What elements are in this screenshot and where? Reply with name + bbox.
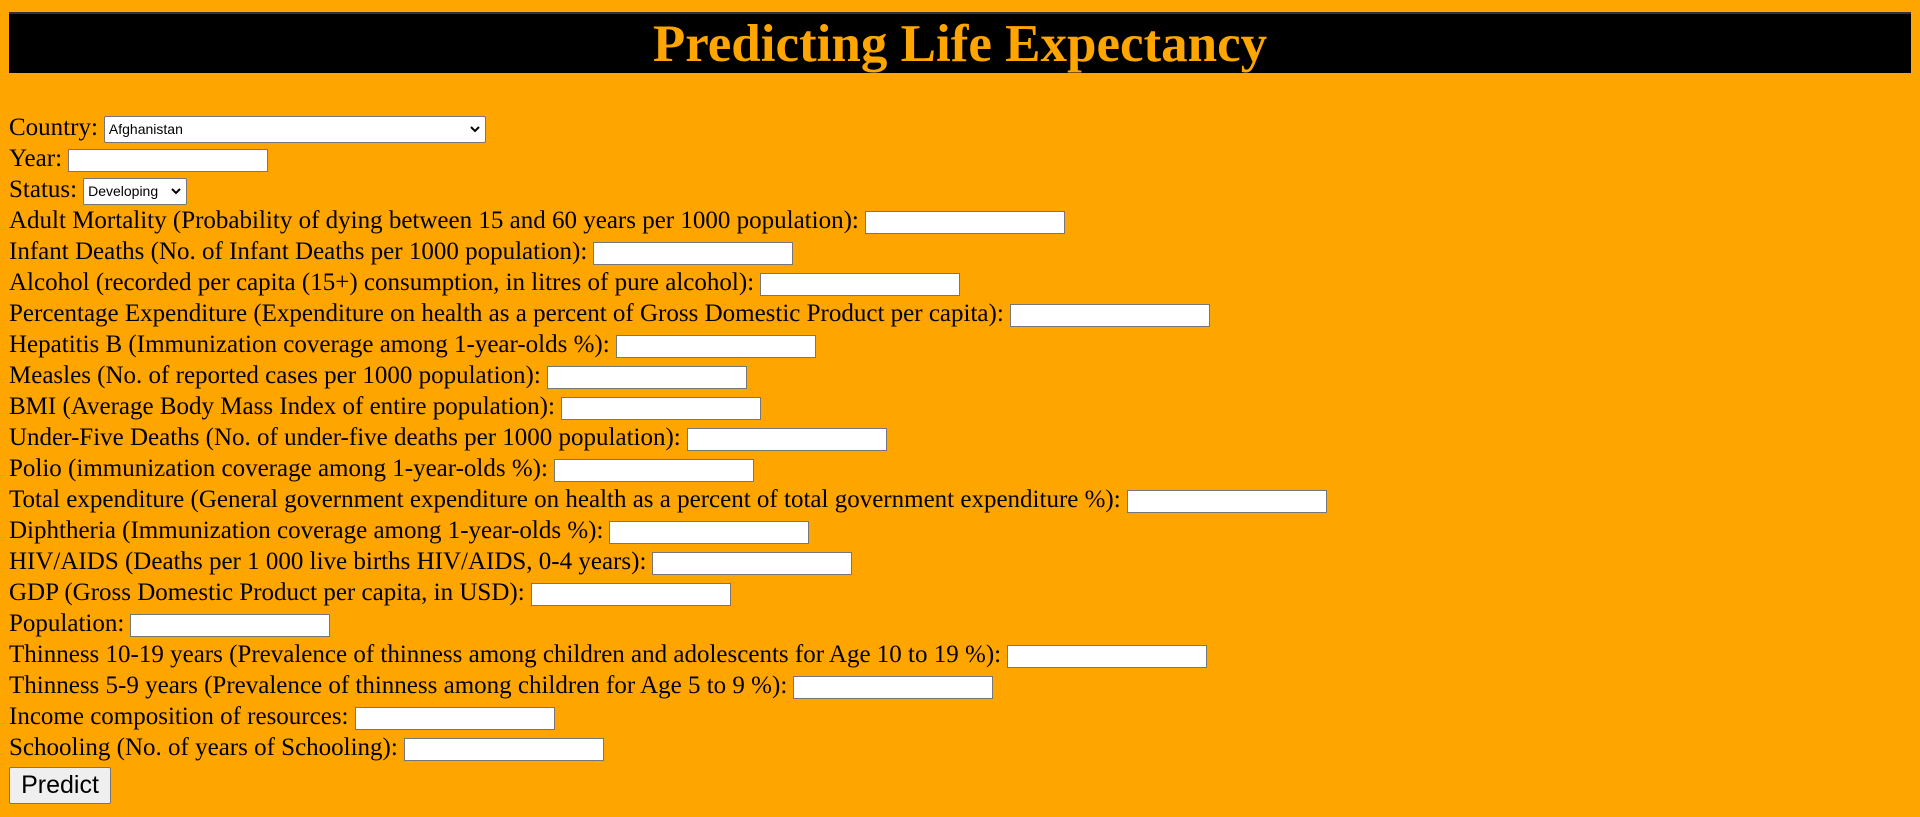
under-five-deaths-input[interactable] xyxy=(686,427,887,451)
top-strip xyxy=(0,0,1920,4)
form-row-thinness-10-19: Thinness 10-19 years (Prevalence of thin… xyxy=(9,639,1909,670)
thinness-5-9-label: Thinness 5-9 years (Prevalence of thinne… xyxy=(9,671,781,699)
year-label-colon: : xyxy=(55,144,63,172)
label-colon: : xyxy=(540,454,548,482)
adult-mortality-input[interactable] xyxy=(864,210,1065,234)
predict-button[interactable]: Predict xyxy=(9,767,111,804)
population-input[interactable] xyxy=(130,613,331,637)
measles-input[interactable] xyxy=(546,365,747,389)
form-row-diphtheria: Diphtheria (Immunization coverage among … xyxy=(9,515,1909,546)
page-title: Predicting Life Expectancy xyxy=(652,15,1268,73)
label-colon: : xyxy=(851,206,859,234)
form-row-polio: Polio (immunization coverage among 1-yea… xyxy=(9,453,1909,484)
form-row-schooling: Schooling (No. of years of Schooling): xyxy=(9,732,1909,763)
income-composition-label: Income composition of resources xyxy=(9,702,342,730)
label-colon: : xyxy=(747,268,755,296)
year-input[interactable] xyxy=(68,148,269,172)
infant-deaths-input[interactable] xyxy=(593,241,794,265)
alcohol-input[interactable] xyxy=(760,272,961,296)
diphtheria-label: Diphtheria (Immunization coverage among … xyxy=(9,516,597,544)
polio-input[interactable] xyxy=(553,458,754,482)
form-row-measles: Measles (No. of reported cases per 1000 … xyxy=(9,360,1909,391)
form-row-hepatitis-b: Hepatitis B (Immunization coverage among… xyxy=(9,329,1909,360)
status-select-value: Developing xyxy=(88,183,159,199)
income-composition-input[interactable] xyxy=(354,706,555,730)
status-label-colon: : xyxy=(70,175,78,203)
form-row-gdp: GDP (Gross Domestic Product per capita, … xyxy=(9,577,1909,608)
country-select-value: Afghanistan xyxy=(108,121,183,137)
form-row-income-composition: Income composition of resources: xyxy=(9,701,1909,732)
chevron-down-icon xyxy=(171,188,181,195)
diphtheria-input[interactable] xyxy=(609,520,810,544)
form-row-adult-mortality: Adult Mortality (Probability of dying be… xyxy=(9,205,1909,236)
schooling-label: Schooling (No. of years of Schooling) xyxy=(9,733,391,761)
label-colon: : xyxy=(533,361,541,389)
country-label: Country xyxy=(9,113,91,141)
form-row-population: Population: xyxy=(9,608,1909,639)
bmi-input[interactable] xyxy=(560,396,761,420)
hiv-aids-label: HIV/AIDS (Deaths per 1 000 live births H… xyxy=(9,547,640,575)
infant-deaths-label: Infant Deaths (No. of Infant Deaths per … xyxy=(9,237,581,265)
thinness-10-19-input[interactable] xyxy=(1007,644,1208,668)
status-label: Status xyxy=(9,175,71,203)
prediction-form: Country: Afghanistan Year: Status: Devel… xyxy=(9,112,1909,804)
label-colon: : xyxy=(596,516,604,544)
label-colon: : xyxy=(1113,485,1121,513)
form-row-infant-deaths: Infant Deaths (No. of Infant Deaths per … xyxy=(9,236,1909,267)
thinness-5-9-input[interactable] xyxy=(793,675,994,699)
form-row-thinness-5-9: Thinness 5-9 years (Prevalence of thinne… xyxy=(9,670,1909,701)
label-colon: : xyxy=(390,733,398,761)
schooling-input[interactable] xyxy=(403,737,604,761)
form-row-alcohol: Alcohol (recorded per capita (15+) consu… xyxy=(9,267,1909,298)
form-row-status: Status: Developing xyxy=(9,174,1909,205)
polio-label: Polio (immunization coverage among 1-yea… xyxy=(9,454,541,482)
status-select[interactable]: Developing xyxy=(83,177,188,205)
hiv-aids-input[interactable] xyxy=(652,551,853,575)
percentage-expenditure-label: Percentage Expenditure (Expenditure on h… xyxy=(9,299,997,327)
label-colon: : xyxy=(996,299,1004,327)
label-colon: : xyxy=(341,702,349,730)
label-colon: : xyxy=(580,237,588,265)
form-row-country: Country: Afghanistan xyxy=(9,112,1909,143)
label-colon: : xyxy=(780,671,788,699)
under-five-deaths-label: Under-Five Deaths (No. of under-five dea… xyxy=(9,423,674,451)
form-row-bmi: BMI (Average Body Mass Index of entire p… xyxy=(9,391,1909,422)
country-select[interactable]: Afghanistan xyxy=(103,115,486,143)
form-row-percentage-expenditure: Percentage Expenditure (Expenditure on h… xyxy=(9,298,1909,329)
hepatitis-b-input[interactable] xyxy=(615,334,816,358)
form-row-hiv-aids: HIV/AIDS (Deaths per 1 000 live births H… xyxy=(9,546,1909,577)
adult-mortality-label: Adult Mortality (Probability of dying be… xyxy=(9,206,852,234)
label-colon: : xyxy=(548,392,555,420)
gdp-input[interactable] xyxy=(530,582,731,606)
population-label: Population xyxy=(9,609,118,637)
label-colon: : xyxy=(994,640,1002,668)
gdp-label: GDP (Gross Domestic Product per capita, … xyxy=(9,578,518,606)
chevron-down-icon xyxy=(470,126,480,133)
page-header: Predicting Life Expectancy xyxy=(9,12,1911,73)
label-colon: : xyxy=(117,609,125,637)
label-colon: : xyxy=(517,578,525,606)
measles-label: Measles (No. of reported cases per 1000 … xyxy=(9,361,534,389)
label-colon: : xyxy=(639,547,647,575)
total-expenditure-input[interactable] xyxy=(1126,489,1327,513)
bmi-label: BMI (Average Body Mass Index of entire p… xyxy=(9,392,548,420)
total-expenditure-label: Total expenditure (General government ex… xyxy=(9,485,1114,513)
alcohol-label: Alcohol (recorded per capita (15+) consu… xyxy=(9,268,748,296)
label-colon: : xyxy=(673,423,681,451)
year-label: Year xyxy=(9,144,56,172)
form-row-under-five-deaths: Under-Five Deaths (No. of under-five dea… xyxy=(9,422,1909,453)
form-row-year: Year: xyxy=(9,143,1909,174)
thinness-10-19-label: Thinness 10-19 years (Prevalence of thin… xyxy=(9,640,995,668)
form-row-total-expenditure: Total expenditure (General government ex… xyxy=(9,484,1909,515)
hepatitis-b-label: Hepatitis B (Immunization coverage among… xyxy=(9,330,603,358)
label-colon: : xyxy=(602,330,610,358)
percentage-expenditure-input[interactable] xyxy=(1009,303,1210,327)
country-label-colon: : xyxy=(90,113,98,141)
